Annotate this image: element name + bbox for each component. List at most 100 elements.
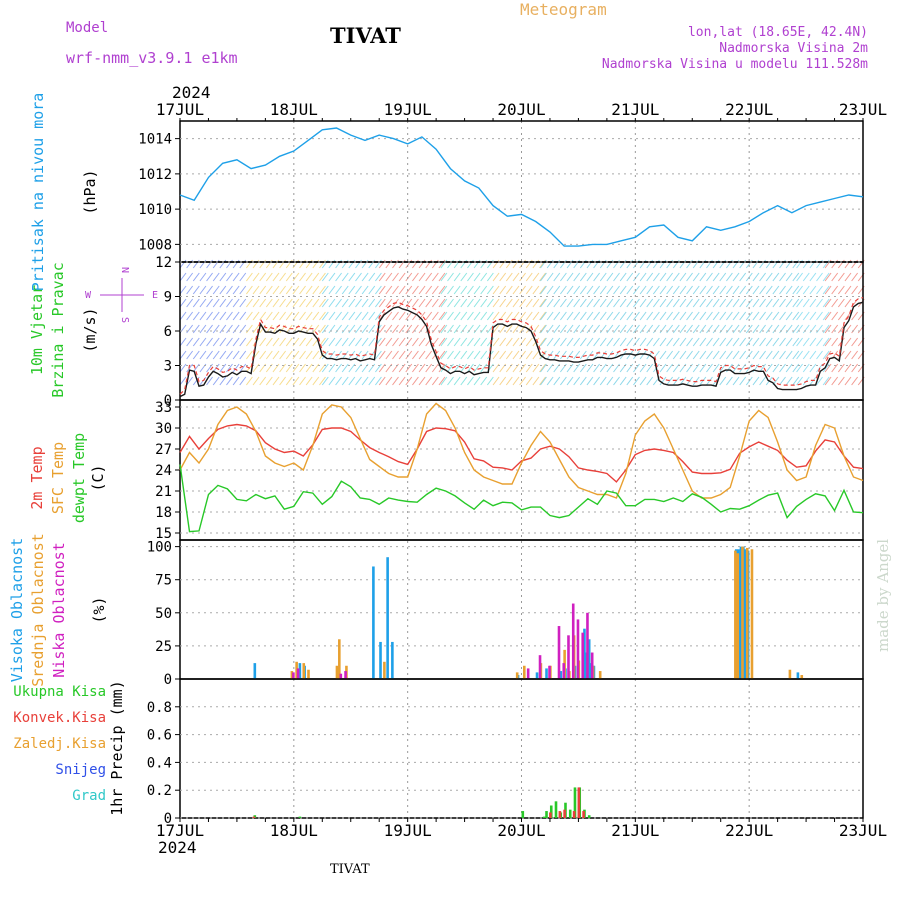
wind-barb: [796, 272, 803, 282]
wind-barb: [586, 311, 594, 321]
wind-barb: [785, 376, 793, 386]
wind-barb: [378, 337, 386, 347]
wind-barb: [412, 311, 419, 321]
wind-barb: [586, 363, 594, 373]
wind-barb: [626, 259, 634, 269]
wind-barb: [312, 350, 320, 360]
bar-niska-oblacnost: [548, 665, 551, 679]
wind-barb: [765, 259, 773, 269]
wind-barb: [566, 285, 574, 295]
wind-barb: [425, 363, 433, 373]
wind-barb: [593, 363, 600, 373]
wind-barb: [473, 272, 481, 282]
wind-barb: [659, 272, 667, 282]
wind-barb: [440, 350, 448, 360]
wind-barb: [692, 337, 700, 347]
wind-barb: [467, 350, 474, 360]
wind-barb: [453, 337, 461, 347]
x-tick-label-top: 19JUL: [384, 100, 432, 119]
wind-barb: [418, 298, 426, 308]
wind-barb: [265, 259, 273, 269]
wind-barb: [519, 298, 527, 308]
wind-barb: [559, 285, 567, 295]
wind-barb: [822, 337, 830, 347]
wind-barb: [179, 285, 187, 295]
wind-barb: [335, 337, 342, 347]
wind-barb: [525, 376, 533, 386]
wind-barb: [772, 350, 780, 360]
wind-barb: [646, 376, 654, 386]
wind-barb: [679, 311, 687, 321]
wind-barb: [692, 298, 700, 308]
wind-barb: [179, 376, 187, 386]
wind-barb: [440, 272, 448, 282]
wind-barb: [666, 272, 674, 282]
wind-barb: [573, 363, 581, 373]
wind-barb: [626, 285, 634, 295]
wind-barb: [460, 337, 468, 347]
wind-barb: [460, 285, 468, 295]
wind-barb: [844, 259, 852, 269]
wind-barb: [692, 324, 700, 334]
precip-legend-item: Snijeg: [55, 762, 106, 778]
wind-barb: [540, 259, 547, 269]
wind-barb: [566, 259, 574, 269]
wind-barb: [809, 324, 817, 334]
wind-barb: [179, 259, 187, 269]
wind-barb: [219, 337, 227, 347]
y-tick-label: 1014: [138, 132, 172, 148]
wind-barb: [368, 376, 376, 386]
panel-frame-precip: [179, 678, 864, 819]
wind-barb: [566, 350, 574, 360]
wind-barb: [699, 311, 707, 321]
wind-barb: [553, 272, 561, 282]
x-tick-label-bottom: 17JUL: [156, 821, 204, 840]
year-top: 2024: [172, 83, 211, 102]
wind-barb: [606, 337, 614, 347]
series-line-gust: [179, 297, 864, 395]
wind-barb: [265, 285, 273, 295]
wind-barb: [824, 272, 832, 282]
wind-barb: [486, 311, 494, 321]
wind-barb: [519, 311, 527, 321]
wind-barb: [392, 272, 399, 282]
wind-barb: [460, 311, 468, 321]
wind-barb: [765, 350, 773, 360]
wind-barb: [279, 298, 287, 308]
wind-barb: [285, 311, 293, 321]
bar-konvek.kisa: [549, 812, 552, 818]
wind-barb: [613, 337, 620, 347]
wind-barb: [398, 272, 406, 282]
wind-barb: [739, 285, 747, 295]
wind-barb: [285, 298, 293, 308]
wind-barb: [772, 272, 780, 282]
wind-barb: [219, 259, 227, 269]
wind-barb: [732, 337, 740, 347]
bar-konvek.kisa: [582, 811, 585, 818]
wind-barb: [252, 376, 260, 386]
wind-barb: [559, 324, 567, 334]
wind-barb: [785, 259, 793, 269]
series-line-speed: [179, 301, 864, 398]
wind-barb: [285, 272, 293, 282]
wind-barb: [272, 363, 280, 373]
wind-barb: [246, 285, 253, 295]
wind-barb: [802, 298, 810, 308]
wind-barb: [546, 376, 554, 386]
wind-barb: [726, 311, 733, 321]
wind-barb: [219, 376, 227, 386]
wind-barb: [186, 324, 194, 334]
bar-niska-oblacnost: [576, 619, 580, 679]
wind-barb: [335, 376, 342, 386]
wind-barb: [706, 324, 713, 334]
wind-barb: [206, 298, 213, 308]
wind-barb: [361, 298, 369, 308]
wind-barb: [532, 311, 540, 321]
wind-barb: [348, 376, 356, 386]
wind-barb: [639, 285, 647, 295]
wind-barb: [492, 311, 500, 321]
wind-barb: [206, 376, 213, 386]
wind-barb: [206, 337, 213, 347]
wind-barb: [341, 324, 349, 334]
